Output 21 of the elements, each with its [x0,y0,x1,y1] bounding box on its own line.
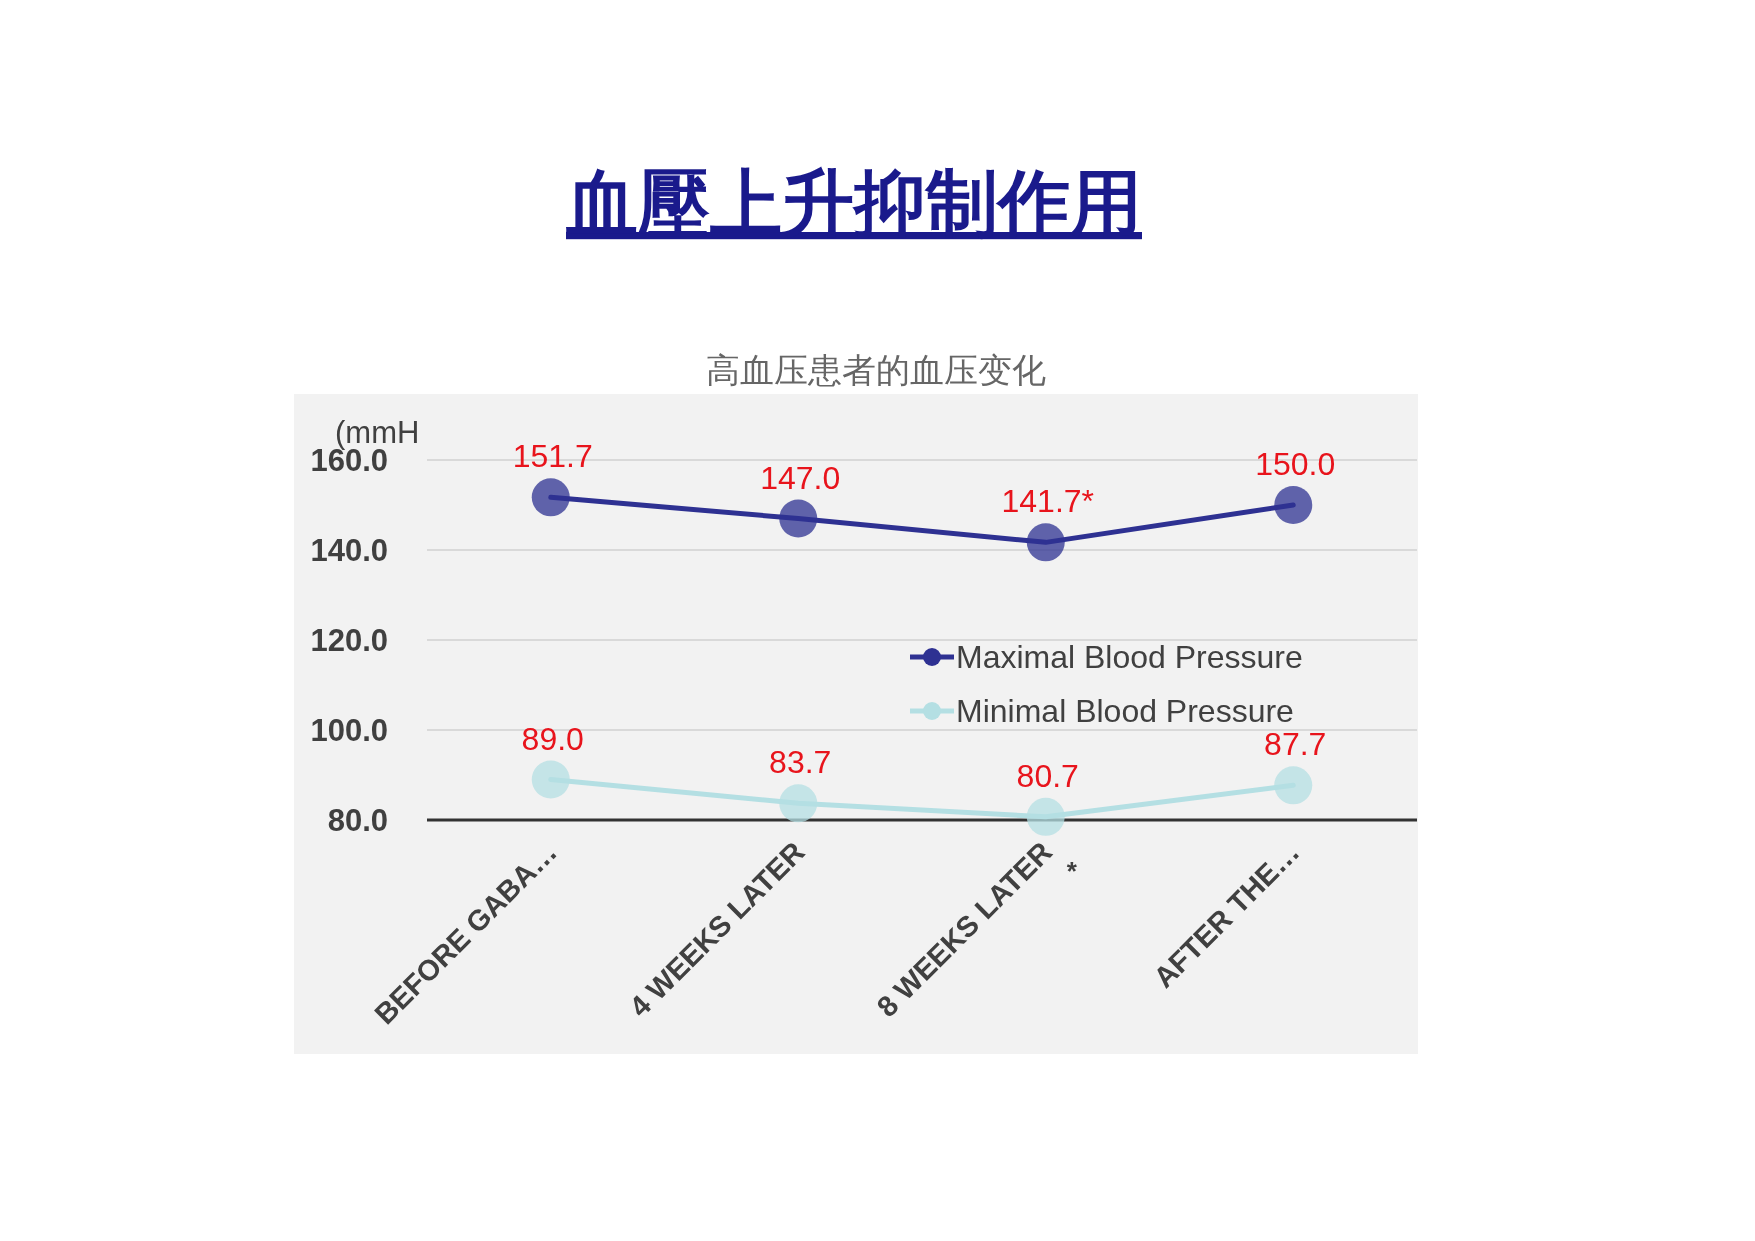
legend-label: Minimal Blood Pressure [956,693,1294,729]
point [1274,486,1313,524]
y-tick-label: 140.0 [310,533,388,568]
data-label: 147.0 [760,459,841,496]
data-label: 151.7 [512,438,593,475]
data-label: 150.0 [1255,446,1336,482]
text: * [1066,856,1078,886]
data-label: 89.0 [521,720,584,757]
y-tick-label: 120.0 [310,623,388,658]
chart-subtitle: 高血压患者的血压变化 [706,351,1046,389]
data-label: 80.7 [1016,757,1079,794]
y-tick-label: 100.0 [310,713,388,748]
point [531,478,570,517]
legend-label: Maximal Blood Pressure [956,639,1303,675]
data-label: 83.7 [769,744,832,781]
point [531,760,570,799]
chart-title: 血壓上升抑制作用 [565,163,1142,243]
point [1274,766,1313,805]
data-label: 87.7 [1264,726,1327,763]
data-label: 141.7* [1001,483,1095,520]
y-tick-label: 80.0 [327,803,388,838]
